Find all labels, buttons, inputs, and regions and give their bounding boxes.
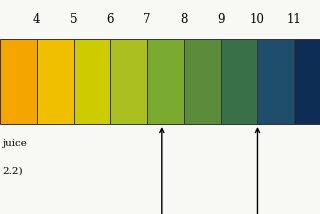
Bar bbox=[110, 39, 147, 124]
Text: 10: 10 bbox=[250, 13, 265, 26]
Bar bbox=[147, 39, 184, 124]
Text: Milk of
magnesia
(10): Milk of magnesia (10) bbox=[232, 128, 283, 214]
Bar bbox=[0, 39, 37, 124]
Text: 11: 11 bbox=[287, 13, 302, 26]
Text: juice: juice bbox=[2, 139, 27, 148]
Bar bbox=[37, 39, 74, 124]
Bar bbox=[74, 39, 110, 124]
Bar bbox=[184, 39, 221, 124]
Text: 2.2): 2.2) bbox=[2, 167, 22, 176]
Text: 8: 8 bbox=[180, 13, 188, 26]
Text: 9: 9 bbox=[217, 13, 224, 26]
Text: 5: 5 bbox=[70, 13, 77, 26]
Bar bbox=[221, 39, 258, 124]
Bar bbox=[258, 39, 294, 124]
Text: Pure water,
blood
(7.4): Pure water, blood (7.4) bbox=[132, 128, 192, 214]
Bar bbox=[294, 39, 320, 124]
Text: 6: 6 bbox=[107, 13, 114, 26]
Text: 7: 7 bbox=[143, 13, 151, 26]
Text: 4: 4 bbox=[33, 13, 41, 26]
